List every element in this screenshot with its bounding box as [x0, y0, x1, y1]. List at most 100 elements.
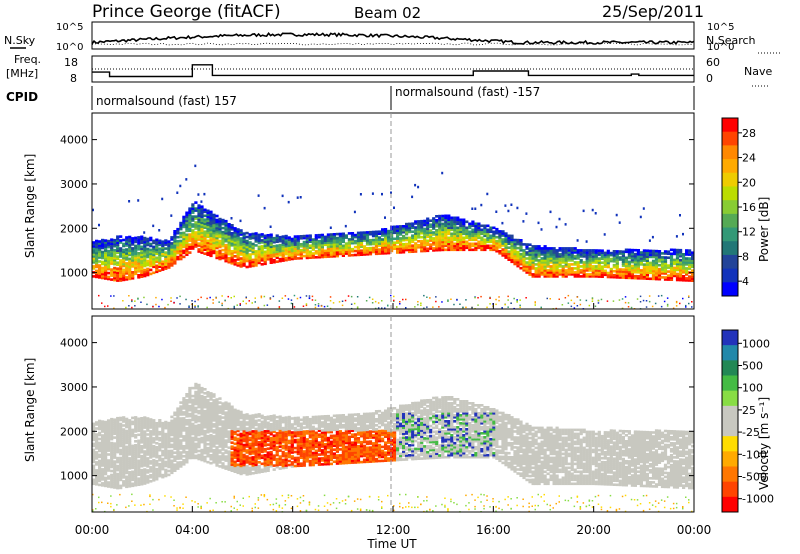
velocity-cell — [191, 438, 195, 442]
power-speckle — [594, 305, 597, 307]
velocity-cell — [119, 478, 123, 482]
power-cell — [630, 264, 634, 268]
power-cell — [320, 235, 324, 239]
velocity-cell — [173, 469, 177, 472]
velocity-cell — [134, 440, 138, 443]
power-cell — [140, 241, 144, 245]
power-cell — [555, 251, 559, 254]
power-cell — [426, 217, 430, 221]
power-speckle — [414, 306, 416, 308]
velocity-cell — [110, 419, 114, 423]
power-cell — [224, 245, 228, 249]
velocity-cell — [179, 431, 183, 434]
velocity-cell — [260, 470, 264, 473]
power-cell — [176, 235, 180, 239]
power-cell — [633, 262, 637, 266]
velocity-cell — [164, 472, 168, 476]
power-cell — [275, 260, 279, 263]
power-cell — [149, 262, 153, 266]
power-cell — [444, 218, 448, 222]
power-cell — [140, 257, 144, 261]
power-speckle — [642, 299, 645, 302]
velocity-cell — [194, 394, 198, 398]
velocity-cell — [227, 450, 231, 453]
velocity-cell — [242, 471, 246, 475]
power-cell — [338, 248, 342, 252]
power-cell — [468, 248, 472, 252]
power-cell — [504, 256, 508, 259]
power-cell — [212, 249, 216, 253]
velocity-cell — [164, 434, 168, 438]
power-cell — [227, 248, 231, 252]
power-cell — [432, 241, 436, 244]
power-cell — [191, 209, 195, 212]
velocity-cell — [248, 436, 252, 440]
power-speckle — [585, 299, 588, 302]
power-cell — [630, 276, 634, 280]
velocity-cell — [128, 445, 132, 448]
freq-tick-bottom: 8 — [70, 72, 77, 85]
power-cell — [143, 238, 147, 242]
power-cell — [432, 237, 436, 240]
power-cell — [107, 243, 111, 247]
power-cell — [314, 252, 318, 255]
power-cell — [411, 238, 415, 241]
velocity-cell — [113, 476, 117, 479]
power-cell — [522, 259, 526, 262]
power-cell — [384, 252, 388, 255]
velocity-cell — [143, 458, 147, 461]
power-cell — [278, 245, 282, 249]
power-cell — [95, 239, 99, 243]
velocity-cell — [266, 429, 270, 433]
power-cell — [269, 247, 273, 251]
power-cell — [642, 255, 646, 258]
power-cell — [438, 242, 442, 246]
velocity-cell — [245, 457, 249, 460]
power-cell — [329, 233, 333, 236]
power-cell — [444, 230, 448, 234]
power-cell — [371, 232, 376, 236]
power-cell — [420, 223, 424, 227]
power-cell — [525, 245, 529, 248]
power-cell — [597, 265, 601, 268]
power-cell — [206, 235, 210, 239]
power-cell — [399, 247, 403, 250]
power-cell — [543, 253, 547, 256]
velocity-cell — [98, 455, 102, 459]
power-cell — [381, 244, 385, 247]
velocity-cell — [95, 471, 99, 474]
velocity-cell — [173, 419, 177, 423]
velocity-cell — [176, 437, 180, 440]
power-speckle — [164, 306, 166, 309]
velocity-cell — [170, 461, 174, 465]
power-speckle — [110, 295, 112, 297]
power-cell — [384, 248, 388, 251]
power-speckle — [666, 305, 669, 307]
power-cell — [224, 243, 228, 247]
velocity-cell — [125, 463, 129, 467]
power-far-echo — [582, 209, 585, 213]
velocity-cell — [233, 412, 237, 416]
power-cell — [209, 224, 213, 228]
power-cell — [402, 236, 406, 240]
velocity-cell — [233, 426, 237, 430]
power-cell — [423, 227, 427, 231]
power-cell — [522, 263, 526, 266]
power-cell — [374, 250, 379, 254]
velocity-cell — [248, 470, 252, 474]
velocity-cell — [182, 445, 186, 448]
power-cell — [119, 277, 123, 280]
velocity-cell — [197, 443, 201, 447]
velocity-cell — [197, 453, 201, 457]
power-cell — [335, 242, 339, 246]
power-cell — [657, 258, 662, 261]
power-cell — [685, 279, 689, 282]
power-cell — [185, 239, 189, 243]
power-cell — [233, 259, 237, 262]
velocity-cell — [125, 475, 129, 479]
power-cell — [666, 278, 671, 281]
power-cell — [359, 249, 364, 252]
power-speckle — [429, 297, 431, 299]
velocity-cell — [161, 427, 165, 431]
power-cell — [206, 229, 210, 233]
